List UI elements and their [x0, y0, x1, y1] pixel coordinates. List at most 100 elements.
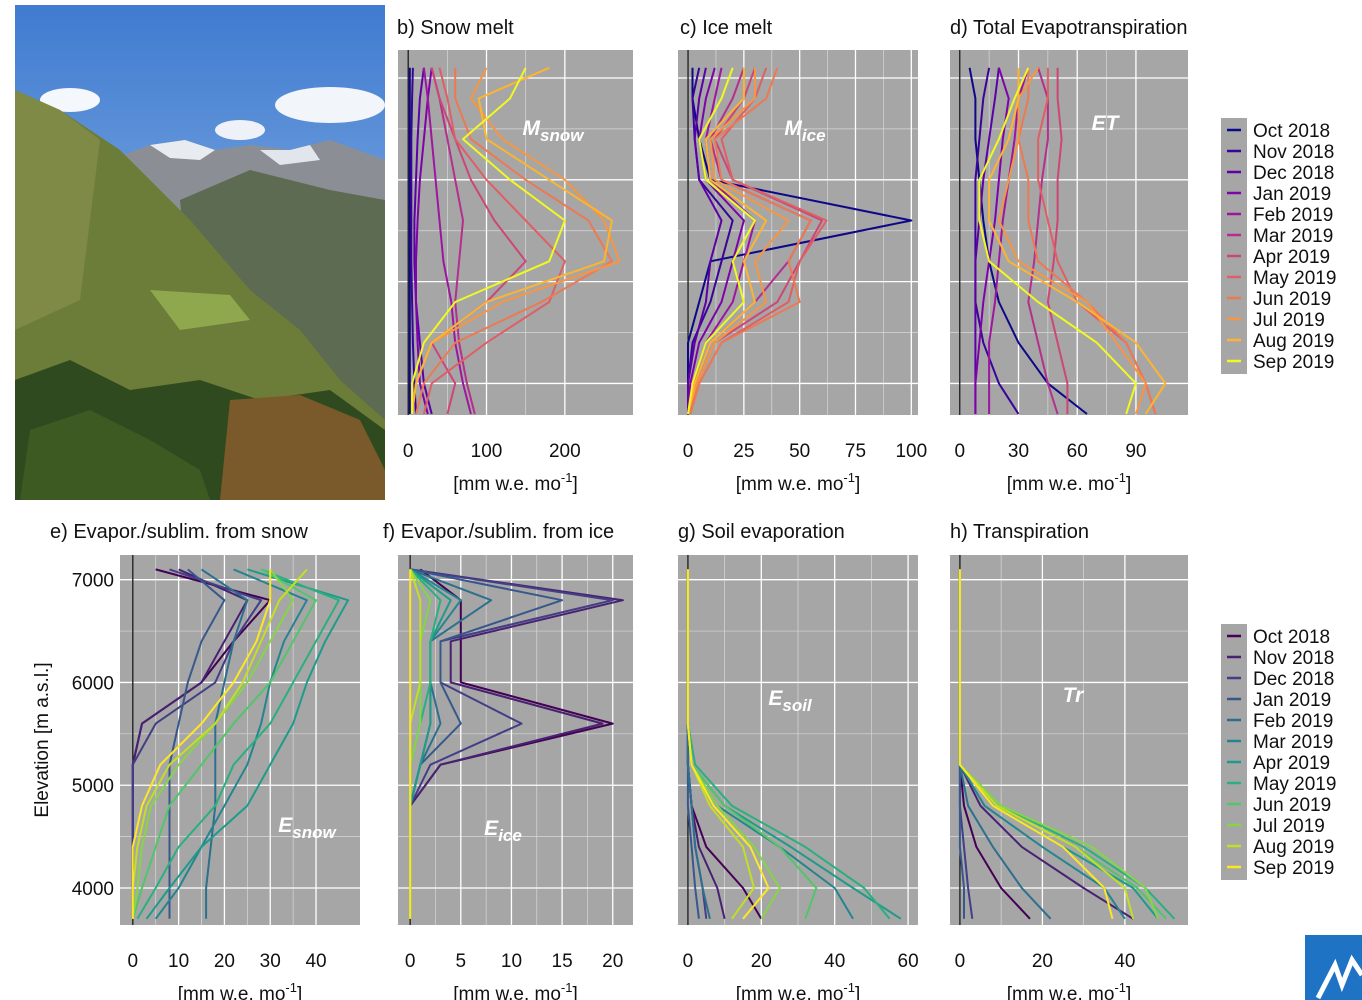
- legend-label: May 2019: [1253, 774, 1336, 795]
- legend-label: Aug 2019: [1253, 837, 1334, 858]
- x-tick-label: 60: [898, 951, 919, 972]
- logo: [1305, 935, 1362, 1000]
- chart-title: c) Ice melt: [680, 17, 773, 39]
- x-axis-label-superscript: -1: [843, 470, 855, 485]
- plot-background: [950, 555, 1188, 925]
- legend-label: Nov 2018: [1253, 142, 1334, 163]
- legend-label: Oct 2018: [1253, 627, 1330, 648]
- photo: [15, 5, 385, 500]
- legend-label: Jun 2019: [1253, 795, 1331, 816]
- x-tick-label: 30: [260, 951, 281, 972]
- x-tick-label: 40: [824, 951, 845, 972]
- chart-title: h) Transpiration: [950, 521, 1089, 543]
- y-tick-label: 6000: [72, 673, 114, 694]
- x-axis-label-text: [mm w.e. mo: [453, 984, 561, 1000]
- legend-label: Feb 2019: [1253, 711, 1333, 732]
- y-tick-label: 4000: [72, 879, 114, 900]
- annotation-text: M: [784, 117, 802, 140]
- annotation-subscript: soil: [782, 696, 813, 715]
- legend-key-background: [1221, 118, 1247, 374]
- x-tick-label: 50: [789, 441, 810, 462]
- x-tick-label: 40: [1114, 951, 1135, 972]
- x-axis-label-superscript: -1: [285, 980, 297, 995]
- x-axis-label-text: [mm w.e. mo: [453, 474, 561, 495]
- annotation-subscript: ice: [498, 826, 522, 845]
- x-axis-label-text: [mm w.e. mo: [178, 984, 286, 1000]
- legend-label: Jan 2019: [1253, 690, 1331, 711]
- plot-background: [398, 50, 633, 415]
- x-tick-label: 0: [405, 951, 416, 972]
- x-axis-label-superscript: -1: [843, 980, 855, 995]
- x-tick-label: 20: [214, 951, 235, 972]
- x-axis-label-text: ]: [572, 474, 577, 495]
- y-tick-label: 7000: [72, 571, 114, 592]
- x-axis-label: [mm w.e. mo-1]: [1007, 980, 1132, 1000]
- annotation-text: E: [278, 814, 293, 837]
- x-tick-label: 90: [1125, 441, 1146, 462]
- x-tick-label: 0: [683, 951, 694, 972]
- legend-key-background: [1221, 624, 1247, 880]
- panel: 0255075100c) Ice meltMice[mm w.e. mo-1]: [678, 17, 927, 495]
- x-axis-label-text: [mm w.e. mo: [1007, 984, 1115, 1000]
- annotation-text: M: [523, 117, 541, 140]
- x-axis-label: [mm w.e. mo-1]: [178, 980, 303, 1000]
- legend-label: Feb 2019: [1253, 205, 1333, 226]
- x-axis-label: [mm w.e. mo-1]: [736, 470, 861, 495]
- x-axis-label: [mm w.e. mo-1]: [1007, 470, 1132, 495]
- legend-label: Dec 2018: [1253, 669, 1334, 690]
- x-axis-label: [mm w.e. mo-1]: [736, 980, 861, 1000]
- legend-label: May 2019: [1253, 268, 1336, 289]
- legend-label: Jan 2019: [1253, 184, 1331, 205]
- annotation-subscript: snow: [540, 126, 585, 145]
- x-tick-label: 100: [895, 441, 927, 462]
- legend-label: Mar 2019: [1253, 226, 1333, 247]
- legend: Oct 2018Nov 2018Dec 2018Jan 2019Feb 2019…: [1221, 624, 1336, 880]
- x-axis-label-text: ]: [855, 474, 860, 495]
- y-axis-label: Elevation [m a.s.l.]: [32, 662, 53, 817]
- x-tick-label: 25: [733, 441, 754, 462]
- x-axis-label-text: [mm w.e. mo: [1007, 474, 1115, 495]
- x-tick-label: 30: [1008, 441, 1029, 462]
- x-tick-label: 100: [471, 441, 503, 462]
- annotation-text: Tr: [1063, 684, 1085, 707]
- x-tick-label: 0: [128, 951, 139, 972]
- legend-label: Apr 2019: [1253, 753, 1330, 774]
- x-tick-label: 0: [403, 441, 414, 462]
- legend-label: Sep 2019: [1253, 352, 1334, 373]
- x-axis-label-text: ]: [1126, 474, 1131, 495]
- x-tick-label: 15: [552, 951, 573, 972]
- x-tick-label: 5: [456, 951, 467, 972]
- annotation: ET: [1092, 112, 1121, 135]
- x-axis-label-text: [mm w.e. mo: [736, 984, 844, 1000]
- legend-label: Nov 2018: [1253, 648, 1334, 669]
- x-axis-label-text: ]: [572, 984, 577, 1000]
- x-axis-label-superscript: -1: [561, 980, 573, 995]
- legend: Oct 2018Nov 2018Dec 2018Jan 2019Feb 2019…: [1221, 118, 1336, 374]
- x-axis-label-text: ]: [855, 984, 860, 1000]
- legend-label: Apr 2019: [1253, 247, 1330, 268]
- x-tick-label: 75: [845, 441, 866, 462]
- panel: 0 100 200 b) Snow melt Msnow [mm w.e. mo-1]: [397, 17, 633, 495]
- panel: 0 30 60 90 d) Total Evapotranspiration ET [mm …: [950, 17, 1188, 495]
- x-tick-label: 60: [1067, 441, 1088, 462]
- chart-title: b) Snow melt: [397, 17, 514, 39]
- x-tick-label: 0: [683, 441, 694, 462]
- legend-label: Mar 2019: [1253, 732, 1333, 753]
- x-tick-label: 0: [955, 951, 966, 972]
- chart-title: f) Evapor./sublim. from ice: [383, 521, 614, 543]
- chart-title: e) Evapor./sublim. from snow: [50, 521, 308, 543]
- chart-title: d) Total Evapotranspiration: [950, 17, 1188, 39]
- x-axis-label-superscript: -1: [1114, 470, 1126, 485]
- x-tick-label: 20: [751, 951, 772, 972]
- x-tick-label: 200: [549, 441, 581, 462]
- y-tick-label: 5000: [72, 776, 114, 797]
- annotation-text: E: [768, 687, 783, 710]
- x-tick-label: 0: [954, 441, 965, 462]
- x-axis-label: [mm w.e. mo-1]: [453, 470, 578, 495]
- legend-label: Sep 2019: [1253, 858, 1334, 879]
- x-axis-label-text: ]: [1126, 984, 1131, 1000]
- legend-label: Jun 2019: [1253, 289, 1331, 310]
- annotation-text: ET: [1092, 112, 1121, 135]
